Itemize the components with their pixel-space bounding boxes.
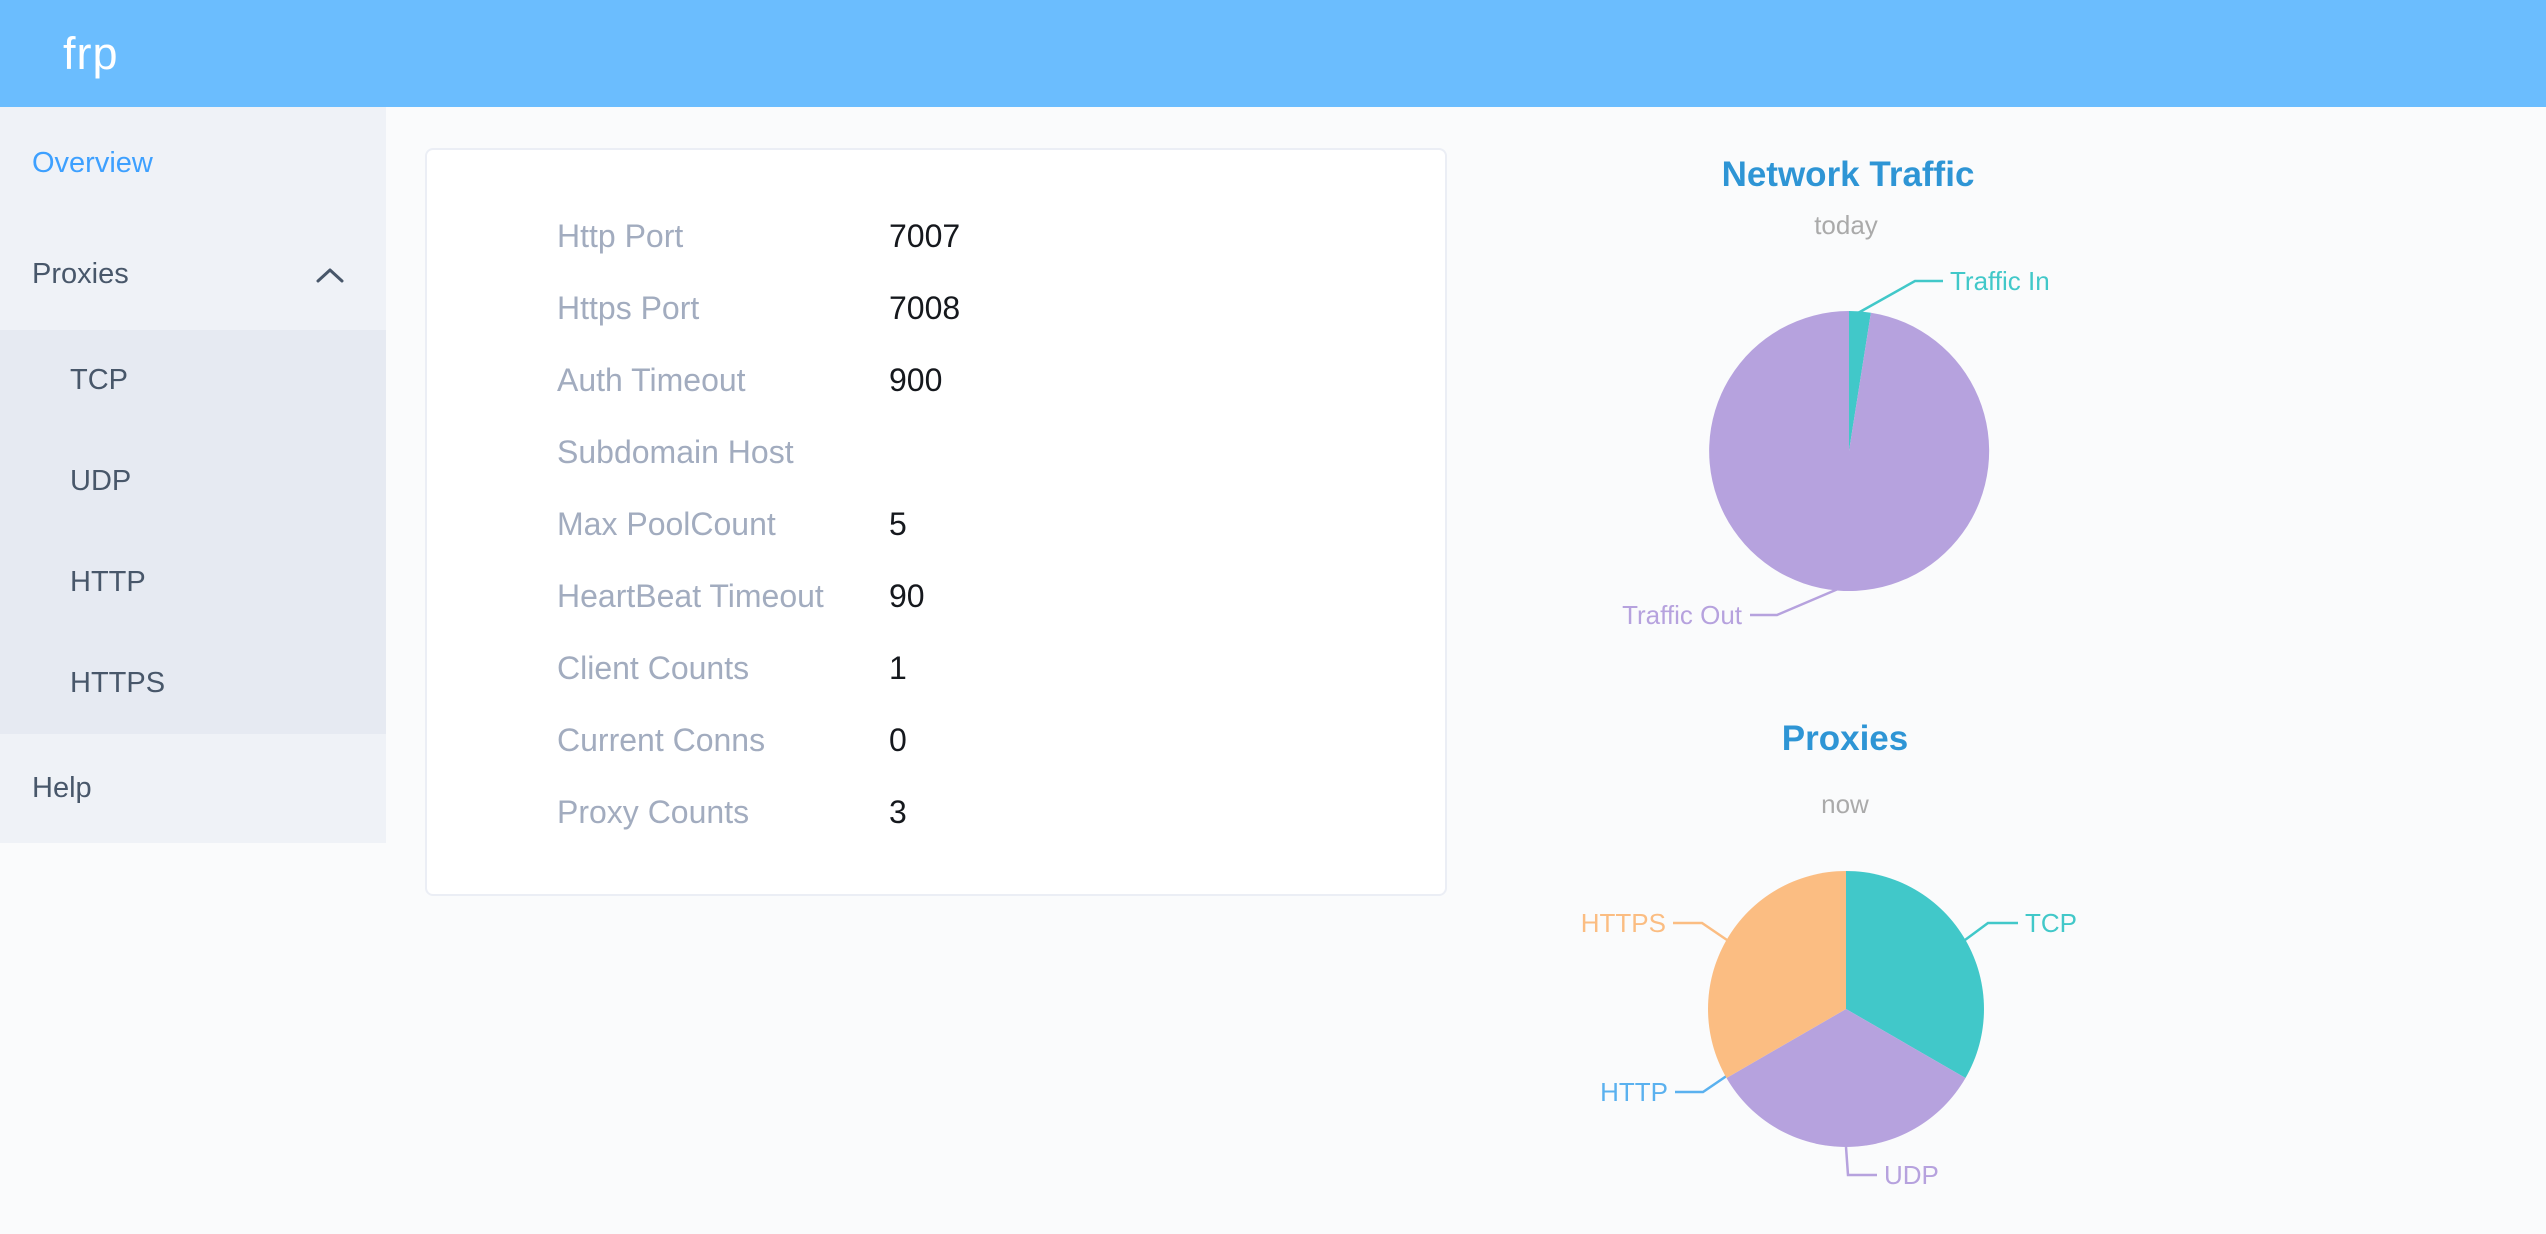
config-value: 7008: [889, 289, 961, 326]
chart-title-proxies: Proxies: [1782, 719, 1908, 758]
pie-label-line-https: [1673, 921, 1728, 942]
config-label: Current Conns: [557, 721, 766, 758]
config-row: Https Port 7008: [427, 272, 1445, 344]
config-label: Https Port: [557, 289, 700, 326]
config-value: 0: [889, 721, 907, 758]
config-label: HeartBeat Timeout: [557, 577, 824, 614]
pie-label-line-traffic-out: [1750, 587, 1839, 617]
sidebar-item-https[interactable]: HTTPS: [70, 667, 166, 699]
config-label: Http Port: [557, 217, 684, 254]
sidebar-item-help[interactable]: Help: [32, 772, 92, 804]
pie-slice-https[interactable]: [1708, 871, 1846, 1078]
config-row: Proxy Counts 3: [427, 776, 1445, 848]
config-value: 90: [889, 577, 925, 614]
sidebar-item-proxies[interactable]: Proxies: [0, 219, 386, 330]
pie-label-line-http: [1675, 1073, 1729, 1094]
charts-panel: Network Traffic today Traffic In Traffic Ou…: [1581, 155, 2077, 1190]
config-value: 7007: [889, 217, 961, 254]
config-value: 3: [889, 793, 907, 830]
sidebar-item-overview[interactable]: Overview: [32, 146, 153, 179]
config-value: 900: [889, 361, 943, 398]
chart-subtitle-proxies: now: [1821, 789, 1869, 819]
chart-subtitle-network-traffic: today: [1814, 210, 1878, 240]
config-label: Proxy Counts: [557, 793, 750, 830]
pie-label-traffic-out: Traffic Out: [1622, 600, 1743, 630]
pie-label-tcp: TCP: [2025, 908, 2077, 938]
chart-title-network-traffic: Network Traffic: [1722, 155, 1975, 194]
sidebar-item-http[interactable]: HTTP: [70, 566, 146, 598]
sidebar-item-udp[interactable]: UDP: [70, 465, 132, 497]
config-label: Max PoolCount: [557, 505, 776, 542]
pie-slice-traffic-in[interactable]: [1849, 310, 1871, 451]
sidebar: Overview Proxies TCP UDP HTTP HTTPS Help: [0, 107, 386, 843]
config-row: Current Conns 0: [427, 704, 1445, 776]
config-value: 5: [889, 505, 907, 542]
proxies-submenu: TCP UDP HTTP HTTPS: [0, 330, 386, 734]
config-label: Auth Timeout: [557, 361, 746, 398]
sidebar-item-tcp[interactable]: TCP: [70, 364, 128, 396]
config-row: Max PoolCount 5: [427, 488, 1445, 560]
pie-label-traffic-in: Traffic In: [1950, 266, 2050, 296]
app-logo: frp: [63, 28, 119, 79]
pie-slice-traffic-out[interactable]: [1709, 311, 1990, 591]
pie-label-line-tcp: [1964, 921, 2018, 942]
sidebar-item-proxies-label: Proxies: [32, 258, 129, 290]
config-label: Client Counts: [557, 649, 750, 686]
server-config-card: Http Port 7007 Https Port 7008 Auth Timeout 9…: [425, 148, 1447, 896]
app-header: frp: [0, 0, 2546, 107]
config-row: HeartBeat Timeout 90: [427, 560, 1445, 632]
config-label: Subdomain Host: [557, 433, 794, 470]
pie-label-https: HTTPS: [1581, 908, 1666, 938]
pie-label-udp: UDP: [1884, 1160, 1939, 1190]
config-row: Http Port 7007: [427, 200, 1445, 272]
config-row: Subdomain Host: [427, 416, 1445, 488]
pie-label-line-udp: [1844, 1146, 1877, 1177]
pie-label-line-traffic-in: [1857, 279, 1943, 315]
pie-slice-udp[interactable]: [1726, 1009, 1966, 1147]
pie-label-http: HTTP: [1600, 1077, 1668, 1107]
chevron-up-icon: [316, 268, 344, 282]
pie-slice-tcp[interactable]: [1846, 871, 1984, 1078]
config-row: Client Counts 1: [427, 632, 1445, 704]
config-value: 1: [889, 649, 907, 686]
config-row: Auth Timeout 900: [427, 344, 1445, 416]
